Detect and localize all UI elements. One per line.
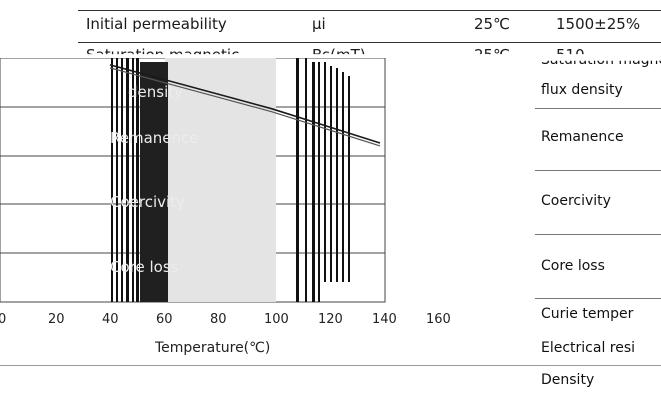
table-top-rule — [78, 10, 661, 11]
chart-vertical-bars-right — [296, 58, 350, 302]
row1-symbol: μi — [312, 15, 326, 33]
x-axis-label: Temperature(℃) — [155, 340, 271, 356]
x-tick-140: 140 — [372, 312, 397, 327]
chart-curve-primary — [109, 64, 381, 144]
right-rule-4 — [535, 298, 661, 299]
row2-property: Saturation magnetic — [86, 46, 240, 64]
ghost-label-coercivity: Coercivity — [110, 193, 185, 211]
chart-vertical-bars-left — [111, 58, 139, 302]
right-rule-2 — [535, 170, 661, 171]
row2-condition: 25℃ — [474, 46, 510, 64]
ghost-label-density: density — [128, 83, 183, 101]
x-tick-80: 80 — [210, 312, 227, 327]
x-tick-60: 60 — [156, 312, 173, 327]
row1-property: Initial permeability — [86, 15, 227, 33]
row2-value: 510 — [556, 46, 585, 64]
row1-condition: 25℃ — [474, 15, 510, 33]
ghost-label-remanence: Remanence — [110, 129, 199, 147]
x-tick-40: 40 — [102, 312, 119, 327]
x-tick-100: 100 — [264, 312, 289, 327]
right-label-electrical: Electrical resi — [541, 340, 636, 356]
right-label-coercivity: Coercivity — [541, 193, 611, 209]
right-rule-5 — [0, 365, 661, 366]
right-label-coreloss: Core loss — [541, 258, 605, 274]
ghost-label-coreloss: Core loss — [110, 258, 179, 276]
right-rule-3 — [535, 234, 661, 235]
x-tick-20: 20 — [48, 312, 65, 327]
temperature-chart — [0, 58, 386, 303]
chart-dark-band — [140, 62, 168, 302]
row1-value: 1500±25% — [556, 15, 641, 33]
row2-symbol: Bs(mT) — [312, 46, 366, 64]
chart-curve-secondary — [109, 67, 381, 147]
right-label-saturation: Saturation magnetic — [541, 52, 661, 68]
right-label-remanence: Remanence — [541, 129, 624, 145]
table-row-rule — [78, 42, 661, 43]
x-tick-120: 120 — [318, 312, 343, 327]
right-label-curie: Curie temper — [541, 306, 634, 322]
x-tick-160: 160 — [426, 312, 451, 327]
right-label-density: Density — [541, 372, 595, 388]
chart-light-band — [165, 58, 276, 302]
right-rule-1 — [535, 108, 661, 109]
x-tick-0: 0 — [0, 312, 7, 327]
right-label-flux-density: flux density — [541, 82, 623, 98]
